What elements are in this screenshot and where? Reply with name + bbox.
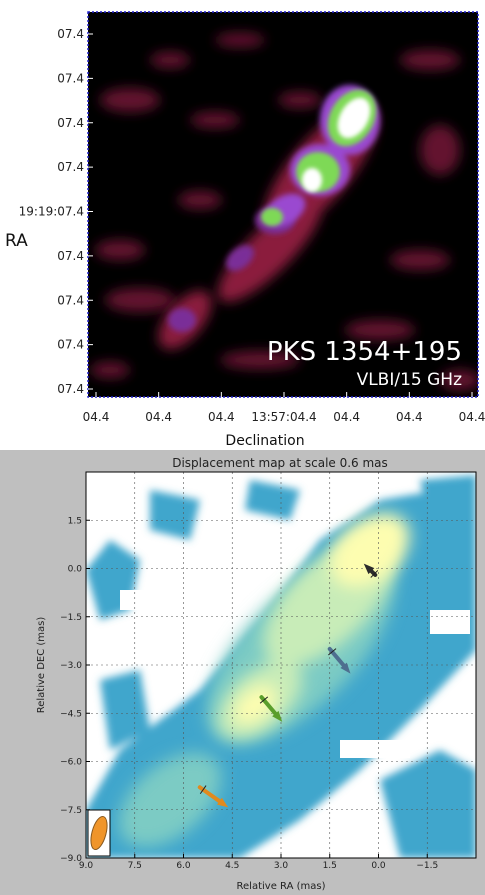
x-tick-label: 3.0 xyxy=(274,861,289,871)
ra-tick-label: 07.4 xyxy=(57,27,84,41)
x-tick-label: 0.0 xyxy=(371,861,386,871)
ra-tick-label: 19:19:07.4 xyxy=(19,205,84,219)
x-axis-label: Declination xyxy=(225,433,304,449)
x-tick-label: 9.0 xyxy=(79,861,94,871)
displacement-arrow xyxy=(363,563,379,578)
ra-tick-labels-bottom: 9.0 7.5 6.0 4.5 3.0 1.5 0.0 −1.5 xyxy=(79,854,438,871)
observation-label: VLBI/15 GHz xyxy=(357,370,462,390)
y-tick-label: −4.5 xyxy=(60,709,82,719)
y-tick-label: 1.5 xyxy=(68,516,82,526)
y-tick-label: −9.0 xyxy=(60,854,82,864)
y-tick-label: 0.0 xyxy=(68,565,83,575)
ra-tick-label: 07.4 xyxy=(57,293,84,307)
ra-tick-label: 07.4 xyxy=(57,116,84,130)
displacement-arrow xyxy=(259,695,283,722)
dec-tick-labels: 1.5 0.0 −1.5 −3.0 −4.5 −6.0 −7.5 −9.0 xyxy=(60,516,90,864)
declination-tick-labels: 04.4 04.4 04.4 13:57:04.4 04.4 04.4 04.4 xyxy=(83,392,485,424)
emission-layer xyxy=(90,33,478,390)
displacement-arrows xyxy=(197,563,379,808)
source-name-label: PKS 1354+195 xyxy=(267,337,462,367)
y-axis-label-bottom: Relative DEC (mas) xyxy=(36,617,47,714)
ra-tick-labels: 07.4 07.4 07.4 07.4 19:19:07.4 07.4 07.4 07.4 07… xyxy=(19,27,93,396)
ra-tick-label: 07.4 xyxy=(57,71,84,85)
x-tick-label: 1.5 xyxy=(323,861,337,871)
dec-tick-label: 04.4 xyxy=(208,410,235,424)
x-tick-label: 6.0 xyxy=(176,861,191,871)
vlbi-image-chart: PKS 1354+195 VLBI/15 GHz 07.407.407.407.… xyxy=(5,11,485,449)
dec-tick-label: 04.4 xyxy=(459,410,485,424)
displacement-arrow xyxy=(327,646,351,674)
x-tick-label: −1.5 xyxy=(416,861,438,871)
x-tick-label: 4.5 xyxy=(225,861,239,871)
x-axis-label-bottom: Relative RA (mas) xyxy=(237,881,326,892)
dec-tick-label: 13:57:04.4 xyxy=(251,410,316,424)
ra-tick-label: 07.4 xyxy=(57,338,84,352)
vlbi-image-panel: PKS 1354+195 VLBI/15 GHz 07.4 07.4 07.4 07.… xyxy=(5,11,485,449)
displacement-map-panel: Displacement map at scale 0.6 mas xyxy=(0,450,485,895)
beam-ellipse xyxy=(90,815,108,851)
y-tick-label: −1.5 xyxy=(60,613,82,623)
chart-title: Displacement map at scale 0.6 mas xyxy=(172,456,388,470)
dec-tick-label: 04.4 xyxy=(83,410,110,424)
x-tick-label: 7.5 xyxy=(128,861,142,871)
y-tick-label: −7.5 xyxy=(60,806,82,816)
image-frame xyxy=(87,11,479,398)
ra-tick-label: 07.4 xyxy=(57,382,84,396)
ra-tick-label: 07.4 xyxy=(57,160,84,174)
y-tick-label: −6.0 xyxy=(60,758,82,768)
y-tick-label: −3.0 xyxy=(60,661,82,671)
ra-tick-label: 07.4 xyxy=(57,249,84,263)
dec-tick-label: 04.4 xyxy=(396,410,423,424)
displacement-arrow xyxy=(197,785,229,808)
dec-tick-label: 04.4 xyxy=(333,410,360,424)
dec-tick-label: 04.4 xyxy=(145,410,172,424)
y-axis-label: RA xyxy=(5,231,28,251)
displacement-map-chart: Displacement map at scale 0.6 mas xyxy=(36,456,477,892)
